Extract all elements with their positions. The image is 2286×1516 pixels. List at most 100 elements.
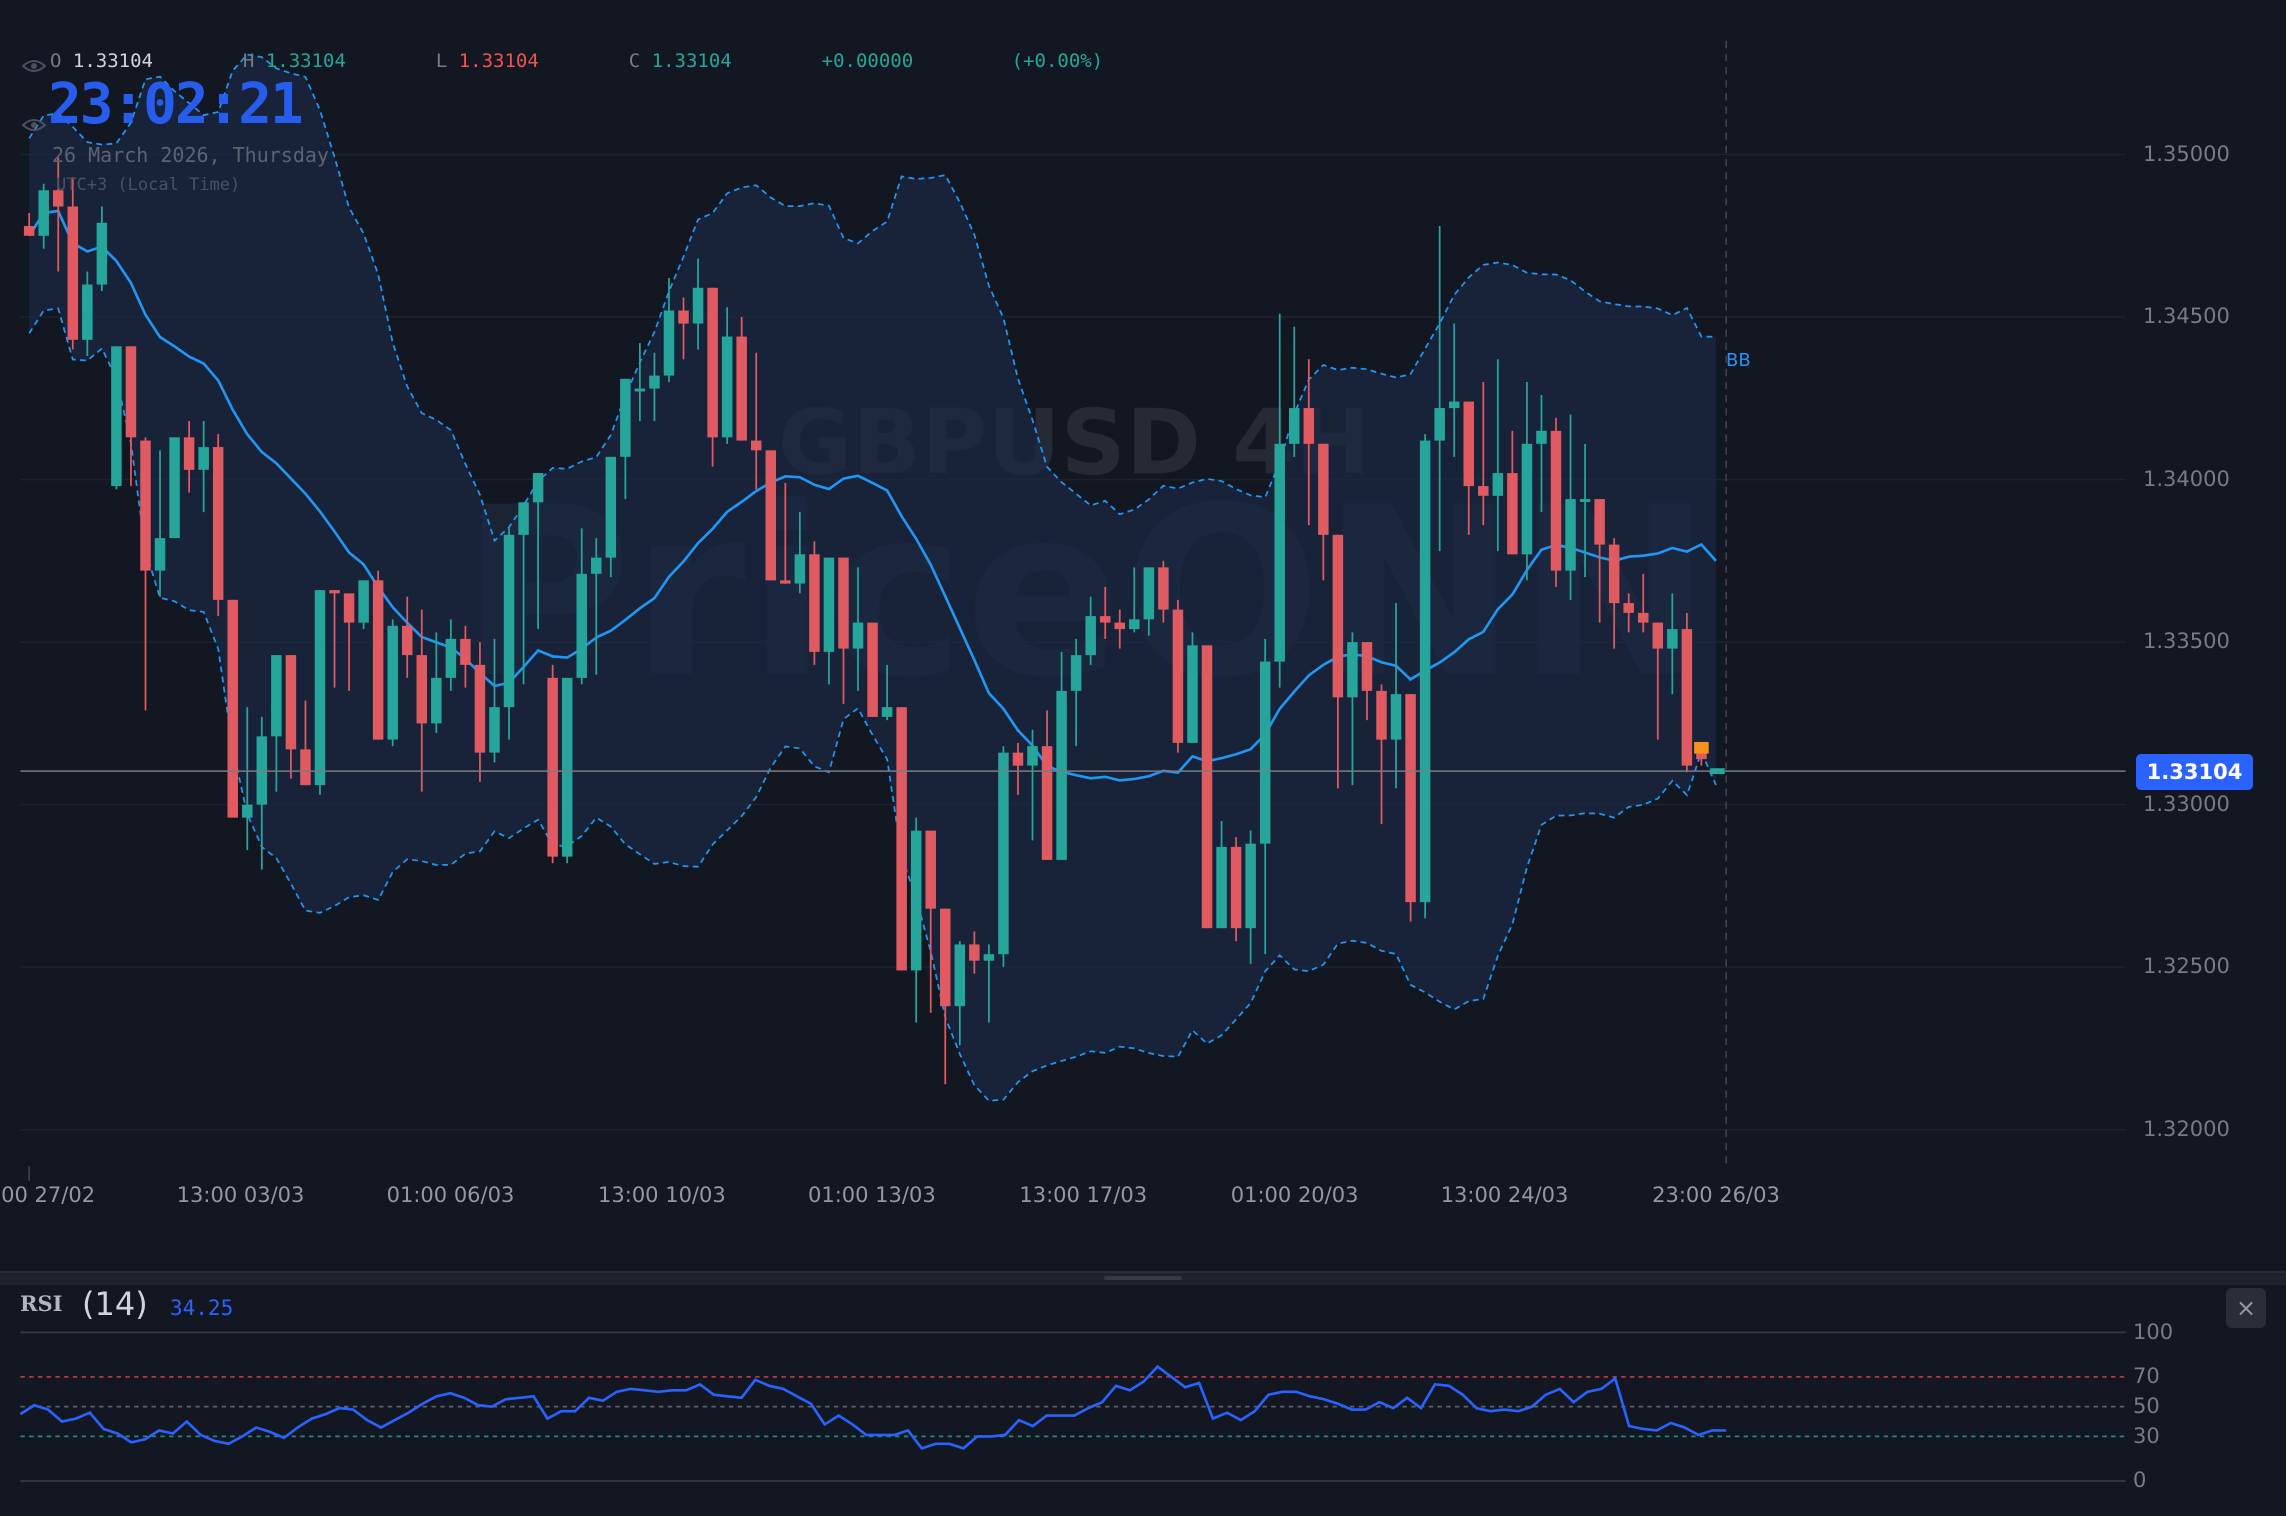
candle: [1187, 645, 1198, 743]
candle: [140, 440, 151, 571]
candle: [329, 590, 340, 594]
eye-icon[interactable]: [22, 58, 46, 74]
candle: [649, 375, 660, 389]
eye-icon[interactable]: [22, 117, 46, 133]
clock-time: 23:02:21: [48, 72, 304, 137]
candle: [183, 437, 195, 470]
rsi-axis-label: 30: [2133, 1423, 2160, 1448]
candle: [1565, 499, 1576, 571]
time-axis-label: 01:00 20/03: [1230, 1183, 1359, 1207]
current-price-badge: 1.33104: [2136, 754, 2253, 790]
candle: [881, 707, 893, 717]
candle: [1230, 846, 1242, 929]
rsi-value: 34.25: [170, 1296, 234, 1320]
candle: [1332, 534, 1344, 698]
pane-resize-handle[interactable]: [1104, 1276, 1182, 1280]
candle: [285, 655, 297, 750]
open-label: O: [50, 50, 62, 72]
candle: [503, 534, 515, 708]
candle: [169, 437, 180, 539]
ohlc-legend: O 1.33104 H 1.33104 L 1.33104 C 1.33104 …: [50, 50, 1103, 72]
price-axis-label: 1.32000: [2143, 1116, 2230, 1141]
candle: [1681, 629, 1693, 766]
candle: [416, 655, 428, 724]
candle: [111, 346, 122, 487]
candle: [1492, 473, 1504, 496]
candle: [1638, 612, 1649, 623]
candle: [1608, 544, 1620, 604]
candle: [431, 677, 442, 724]
candle: [343, 593, 355, 623]
candle: [1129, 619, 1140, 630]
candle: [823, 557, 835, 652]
bollinger-lower-band: [28, 307, 1717, 1102]
time-axis-label: 23:00 26/03: [1652, 1183, 1780, 1207]
time-axis-label: 13:00 17/03: [1019, 1183, 1148, 1207]
candle: [1507, 473, 1518, 555]
candle: [998, 752, 1009, 955]
low-label: L: [435, 50, 448, 72]
candlestick-series[interactable]: [23, 157, 1722, 1085]
candle: [1376, 690, 1387, 740]
candle: [591, 557, 602, 574]
close-icon: ×: [2235, 1294, 2257, 1322]
candle: [314, 590, 326, 786]
high-value: 1.33104: [265, 50, 346, 72]
rsi-axis-label: 0: [2133, 1468, 2147, 1493]
candle: [852, 622, 864, 649]
candle: [154, 538, 166, 571]
close-value: 1.33104: [651, 50, 732, 72]
candle: [1303, 408, 1315, 444]
candle: [605, 456, 617, 558]
rsi-title: RSI: [20, 1291, 63, 1316]
candle: [1463, 401, 1475, 487]
change-value: +0.00000: [821, 50, 914, 72]
last-candle-dash: [1710, 768, 1725, 775]
candle: [532, 473, 544, 503]
low-value: 1.33104: [458, 50, 539, 72]
candle: [1536, 430, 1547, 444]
price-axis-label: 1.33500: [2143, 629, 2230, 654]
rsi-period: (14): [82, 1285, 148, 1323]
candle: [1289, 408, 1300, 444]
candle: [750, 440, 762, 451]
candle: [678, 310, 689, 324]
rsi-axis-label: 100: [2133, 1319, 2174, 1344]
candle: [445, 638, 457, 678]
candle: [1056, 690, 1067, 860]
rsi-axis-label: 50: [2133, 1393, 2160, 1418]
candle: [910, 830, 922, 971]
bollinger-middle-band: [28, 209, 1717, 782]
candle: [96, 222, 108, 285]
candle: [780, 580, 791, 584]
candle: [401, 625, 413, 656]
candle: [1390, 694, 1402, 740]
clock-date: 26 March 2026, Thursday: [52, 143, 329, 167]
time-axis-label: 13:00 24/03: [1440, 1183, 1569, 1207]
candle: [838, 557, 849, 649]
candle: [1667, 629, 1678, 649]
rsi-level-lines: [20, 1331, 2126, 1482]
time-axis-label: 13:00 03/03: [176, 1183, 305, 1207]
candle: [1405, 694, 1416, 903]
candle: [736, 336, 747, 441]
candle: [1550, 430, 1562, 571]
candle: [372, 580, 384, 740]
bb-indicator-label[interactable]: BB: [1726, 350, 1751, 371]
candle: [1579, 499, 1591, 503]
candle: [765, 450, 777, 581]
candle: [707, 287, 718, 438]
candle: [271, 655, 282, 737]
rsi-line: [19, 1364, 1727, 1450]
candle: [940, 908, 951, 1007]
price-axis-label: 1.34000: [2143, 466, 2230, 491]
candle: [358, 580, 369, 623]
time-axis-label: 13:00 10/03: [598, 1183, 726, 1207]
candle: [1027, 746, 1038, 766]
change-percent: (+0.00%): [1011, 50, 1104, 72]
bollinger-band-fill: [29, 54, 1716, 1101]
close-rsi-button[interactable]: ×: [2226, 1288, 2266, 1328]
time-axis-label: 00 27/02: [1, 1183, 96, 1207]
candle: [1245, 843, 1256, 929]
